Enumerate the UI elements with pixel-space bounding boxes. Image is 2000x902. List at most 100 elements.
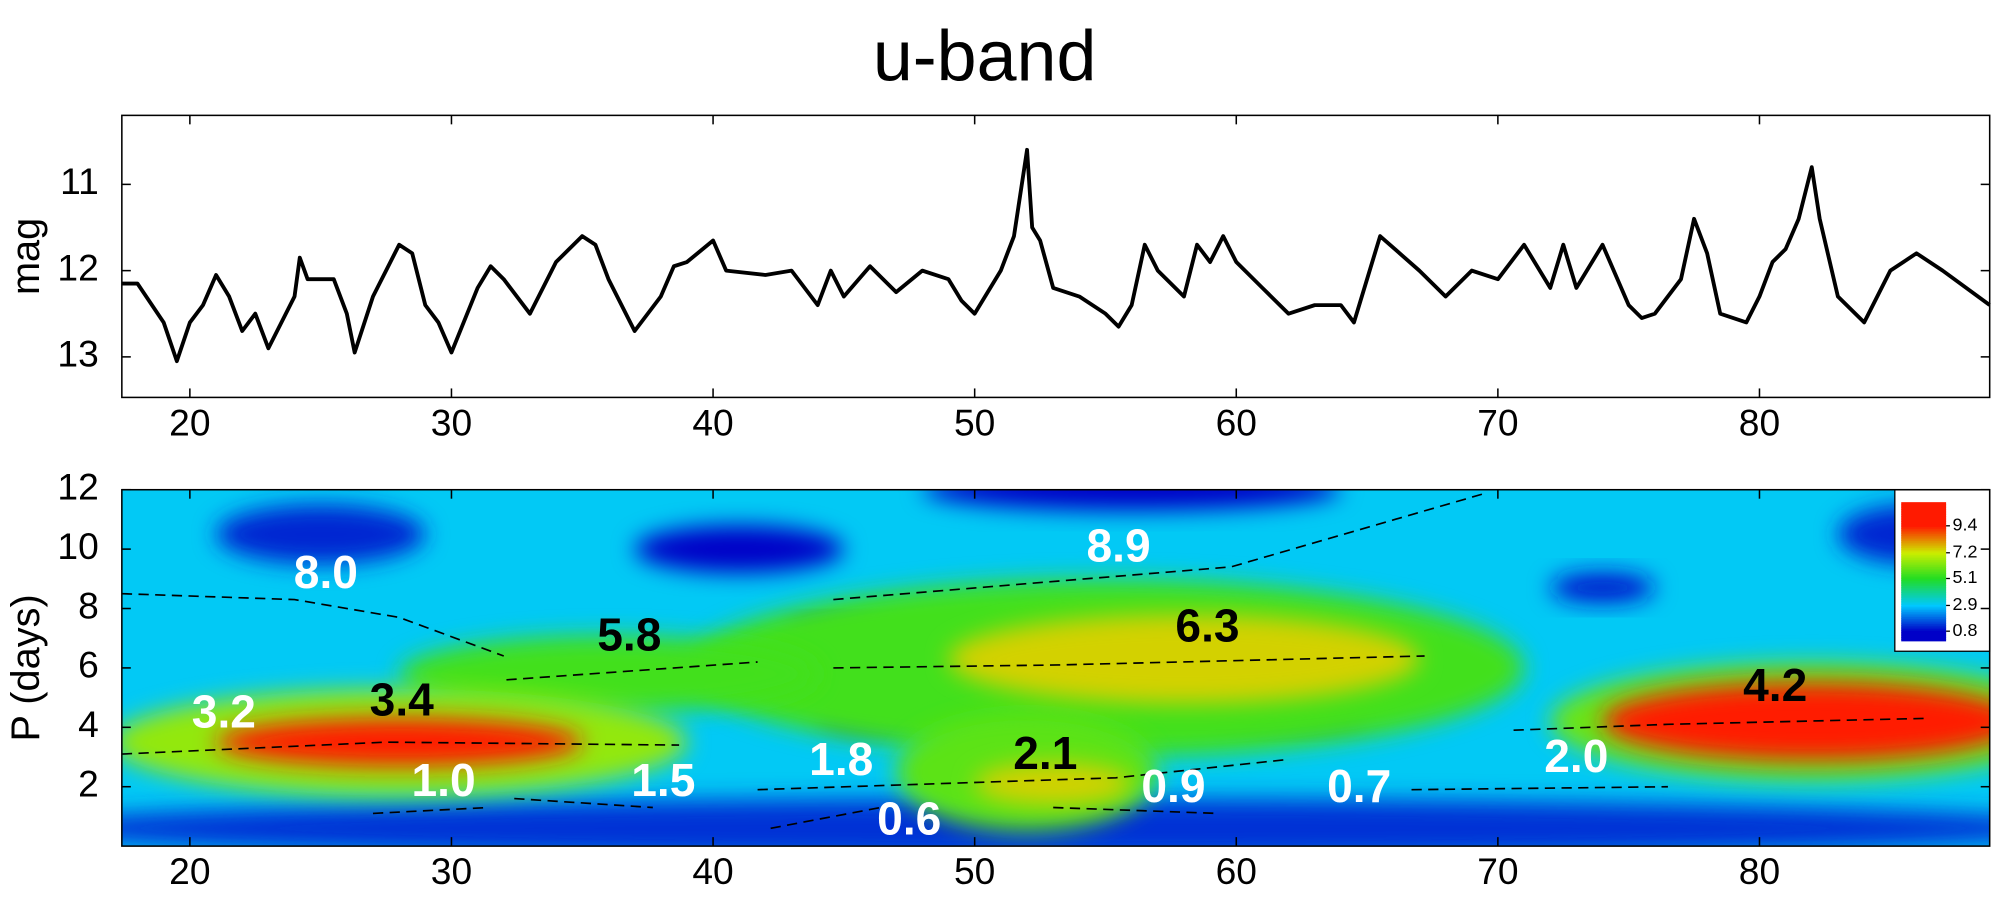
annotation: 2.0 [1544, 730, 1608, 782]
y-tick-label: 13 [57, 333, 98, 375]
y-tick-label: 12 [57, 246, 98, 288]
colorbar-step [1901, 536, 1947, 540]
colorbar-step [1901, 609, 1947, 612]
ridge-line [1513, 717, 1925, 732]
annotation: 6.3 [1175, 599, 1239, 651]
y-tick-label: 4 [78, 703, 99, 745]
colorbar-step [1901, 524, 1947, 528]
colorbar-step [1901, 535, 1947, 538]
colorbar-step [1901, 612, 1947, 616]
colorbar-step [1901, 580, 1947, 583]
annotation: 4.2 [1743, 659, 1807, 711]
power-blob [948, 614, 1420, 704]
colorbar-step [1901, 559, 1947, 562]
x-tick-label: 40 [692, 850, 733, 892]
colorbar-step [1901, 621, 1947, 625]
colorbar-step [1901, 614, 1947, 618]
colorbar-step [1901, 562, 1947, 566]
power-blob [974, 762, 1132, 805]
colorbar-step [1901, 574, 1947, 578]
colorbar-step [1901, 555, 1947, 559]
colorbar-step [1901, 593, 1947, 597]
colorbar-label: 2.9 [1953, 594, 1978, 614]
colorbar-label: 0.8 [1953, 620, 1978, 640]
x-tick-label: 40 [692, 401, 733, 443]
x-tick-label: 60 [1216, 401, 1257, 443]
plot-frame [121, 114, 1991, 399]
colorbar-step [1901, 503, 1947, 507]
colorbar-step [1901, 554, 1947, 557]
power-blob [216, 718, 583, 766]
colorbar-step [1901, 607, 1947, 611]
colorbar-step [1901, 590, 1947, 593]
colorbar-step [1901, 619, 1947, 623]
x-tick-label: 20 [169, 401, 210, 443]
colorbar-label: 5.1 [1953, 567, 1978, 587]
ridge-line [770, 803, 897, 830]
colorbar-step [1901, 637, 1947, 640]
colorbar-step [1901, 528, 1947, 531]
colorbar-step [1901, 548, 1947, 552]
colorbar-step [1901, 585, 1947, 588]
annotation: 0.7 [1327, 760, 1391, 812]
colorbar-step [1901, 541, 1947, 545]
ridge-line [757, 759, 1284, 791]
colorbar-step [1901, 529, 1947, 533]
colorbar-step [1901, 510, 1947, 514]
annotation: 0.9 [1141, 760, 1205, 812]
x-tick-label: 50 [954, 850, 995, 892]
colorbar-step [1901, 552, 1947, 555]
annotation: 8.9 [1086, 519, 1150, 571]
power-blob [216, 504, 426, 564]
colorbar-step [1901, 600, 1947, 604]
annotation: 2.1 [1013, 727, 1077, 779]
y-tick-label: 8 [78, 584, 99, 626]
colorbar-step [1901, 595, 1947, 599]
colorbar-step [1901, 618, 1947, 621]
annotation: 8.0 [294, 546, 358, 598]
colorbar-step [1901, 623, 1947, 626]
x-tick-label: 50 [954, 401, 995, 443]
colorbar-step [1901, 573, 1947, 576]
y-tick-label: 12 [57, 466, 98, 508]
colorbar-step [1901, 547, 1947, 550]
colorbar-step [1901, 505, 1947, 509]
colorbar-step [1901, 626, 1947, 630]
x-tick-label: 70 [1477, 850, 1518, 892]
ridge-line [833, 655, 1425, 669]
colorbar-step [1901, 545, 1947, 548]
x-tick-label: 30 [431, 850, 472, 892]
colorbar-step [1901, 540, 1947, 543]
colorbar-step [1901, 557, 1947, 561]
colorbar-step [1901, 515, 1947, 519]
colorbar-step [1901, 631, 1947, 635]
colorbar-step [1901, 586, 1947, 590]
x-tick-label: 20 [169, 850, 210, 892]
data-line [121, 147, 1991, 364]
colorbar-step [1901, 592, 1947, 595]
colorbar-step [1901, 533, 1947, 536]
ridge-line [506, 661, 758, 681]
annotation: 1.5 [631, 754, 695, 806]
ridge-line [372, 806, 489, 815]
ridge-line [514, 797, 653, 809]
colorbar-step [1901, 543, 1947, 547]
y-tick-label: 11 [60, 160, 99, 202]
annotation: 1.8 [809, 733, 873, 785]
y-tick-label: 10 [57, 525, 98, 567]
colorbar-step [1901, 514, 1947, 517]
annotation: 5.8 [597, 608, 661, 660]
ridge-line [1053, 806, 1218, 815]
contour-area [121, 489, 1990, 847]
colorbar-step [1901, 569, 1947, 573]
colorbar-step [1901, 571, 1947, 574]
colorbar-step [1901, 638, 1947, 642]
colorbar-step [1901, 512, 1947, 516]
colorbar-label: 7.2 [1953, 542, 1978, 562]
y-axis-label: mag [4, 218, 48, 295]
annotation: 3.2 [192, 686, 256, 738]
colorbar-step [1901, 581, 1947, 585]
colorbar-step [1901, 597, 1947, 600]
annotation: 0.6 [877, 793, 941, 845]
